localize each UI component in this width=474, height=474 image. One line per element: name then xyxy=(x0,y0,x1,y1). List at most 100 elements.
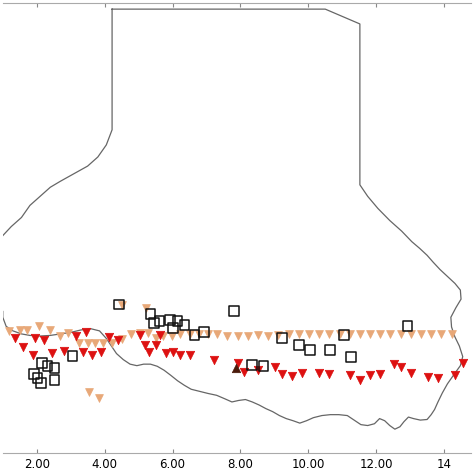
Point xyxy=(186,351,194,359)
Point xyxy=(91,339,99,347)
Point xyxy=(105,333,112,341)
Point xyxy=(254,366,262,374)
Point xyxy=(428,330,435,337)
Point xyxy=(69,352,76,360)
Point xyxy=(387,330,394,337)
Point xyxy=(346,330,354,337)
Point xyxy=(141,341,148,349)
Point xyxy=(51,365,58,372)
Point xyxy=(37,379,45,387)
Point xyxy=(195,330,203,337)
Point xyxy=(176,330,184,337)
Point xyxy=(424,374,431,381)
Point xyxy=(176,351,184,359)
Point xyxy=(181,321,188,328)
Point xyxy=(97,348,104,356)
Point xyxy=(115,301,123,309)
Point xyxy=(51,376,58,384)
Point xyxy=(356,376,364,384)
Point xyxy=(163,349,170,357)
Point xyxy=(327,346,334,354)
Point xyxy=(366,330,374,337)
Point xyxy=(99,339,107,347)
Point xyxy=(326,330,333,337)
Point xyxy=(417,330,425,337)
Point xyxy=(186,330,194,337)
Point xyxy=(146,310,154,318)
Point xyxy=(174,317,182,325)
Point xyxy=(434,374,442,382)
Point xyxy=(108,339,116,347)
Point xyxy=(64,329,72,337)
Point xyxy=(88,351,95,359)
Point xyxy=(85,389,93,396)
Point xyxy=(336,330,343,337)
Point xyxy=(168,332,176,340)
Point xyxy=(407,369,415,377)
Point xyxy=(356,330,364,337)
Point xyxy=(95,394,102,402)
Point xyxy=(72,332,80,340)
Point xyxy=(44,363,51,370)
Point xyxy=(271,364,279,371)
Point xyxy=(260,363,267,370)
Point xyxy=(153,341,160,349)
Point xyxy=(224,332,231,340)
Point xyxy=(156,317,164,325)
Point xyxy=(315,369,323,377)
Point xyxy=(213,330,221,337)
Point xyxy=(30,370,38,378)
Point xyxy=(210,356,218,364)
Point xyxy=(19,343,27,351)
Point xyxy=(118,301,126,309)
Point xyxy=(234,359,241,367)
Point xyxy=(31,335,39,342)
Point xyxy=(40,336,47,344)
Point xyxy=(234,332,241,340)
Point xyxy=(114,336,121,344)
Point xyxy=(150,319,158,327)
Point xyxy=(397,330,404,337)
Point xyxy=(404,322,411,329)
Point xyxy=(137,329,144,337)
Point xyxy=(56,332,64,340)
Point xyxy=(298,369,306,377)
Point xyxy=(326,370,333,378)
Point xyxy=(142,304,150,311)
Point xyxy=(169,324,177,332)
Point xyxy=(169,348,177,356)
Point xyxy=(278,334,286,342)
Point xyxy=(376,370,384,378)
Point xyxy=(153,334,160,342)
Point xyxy=(118,335,126,343)
Point xyxy=(248,361,256,369)
Point xyxy=(46,326,54,334)
Point xyxy=(156,331,164,338)
Point xyxy=(38,359,46,367)
Point xyxy=(29,351,37,359)
Point xyxy=(347,354,355,361)
Point xyxy=(137,331,144,338)
Point xyxy=(274,331,282,338)
Point xyxy=(264,332,272,340)
Point xyxy=(23,326,31,334)
Point xyxy=(128,330,135,337)
Point xyxy=(75,339,83,347)
Point xyxy=(315,330,323,337)
Point xyxy=(407,330,415,337)
Point xyxy=(79,348,86,356)
Point xyxy=(230,308,238,315)
Point xyxy=(11,335,18,342)
Point xyxy=(233,365,240,372)
Point xyxy=(390,360,398,368)
Point xyxy=(5,327,13,335)
Point xyxy=(241,368,248,376)
Point xyxy=(278,370,286,378)
Point xyxy=(200,328,208,336)
Point xyxy=(34,374,41,382)
Point xyxy=(144,329,152,337)
Point xyxy=(60,347,68,355)
Point xyxy=(204,330,212,337)
Point xyxy=(448,330,456,337)
Point xyxy=(82,328,90,336)
